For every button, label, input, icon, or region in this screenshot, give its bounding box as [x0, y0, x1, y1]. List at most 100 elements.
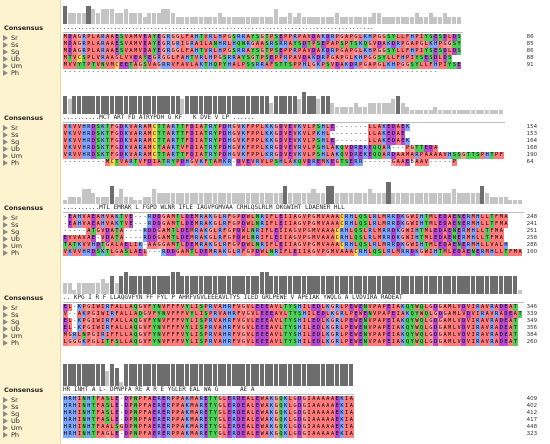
conservation-bar [142, 276, 147, 294]
sequence-label-ub[interactable]: Ub [3, 145, 20, 153]
sequence-label-ph[interactable]: Ph [3, 69, 19, 77]
expand-triangle-icon[interactable] [3, 63, 8, 69]
sequence-label-um[interactable]: Um [3, 332, 22, 340]
conservation-bar [297, 364, 302, 386]
expand-triangle-icon[interactable] [3, 333, 8, 339]
sequence-label-sg[interactable]: Sg [3, 410, 19, 418]
conservation-bar [109, 9, 114, 24]
sequence-label-ss[interactable]: Ss [3, 131, 19, 139]
sequence-name: Ss [11, 311, 19, 319]
conservation-bar [306, 276, 311, 294]
sequence-label-um[interactable]: Um [3, 152, 22, 160]
expand-triangle-icon[interactable] [3, 418, 8, 424]
expand-triangle-icon[interactable] [3, 432, 8, 438]
expand-triangle-icon[interactable] [3, 42, 8, 48]
sequence-name: Sr [11, 34, 18, 42]
sequence-label-ph[interactable]: Ph [3, 431, 19, 439]
conservation-bar [264, 272, 269, 294]
expand-triangle-icon[interactable] [3, 222, 8, 228]
conservation-bar [119, 13, 124, 24]
conservation-bar [334, 364, 339, 386]
sequence-label-ss[interactable]: Ss [3, 403, 19, 411]
conservation-bar [381, 103, 386, 114]
conservation-bar [297, 99, 302, 114]
conservation-bar [353, 193, 358, 204]
expand-triangle-icon[interactable] [3, 229, 8, 235]
sequence-label-ub[interactable]: Ub [3, 325, 20, 333]
sequence-name: Ub [11, 55, 20, 63]
conservation-histogram [63, 364, 354, 386]
sequence-label-sr[interactable]: Sr [3, 304, 18, 312]
expand-triangle-icon[interactable] [3, 160, 8, 166]
expand-triangle-icon[interactable] [3, 215, 8, 221]
conservation-bar [95, 364, 100, 386]
expand-triangle-icon[interactable] [3, 70, 8, 76]
sequence-label-sg[interactable]: Sg [3, 48, 19, 56]
sequence-label-ss[interactable]: Ss [3, 41, 19, 49]
sequence-label-sr[interactable]: Sr [3, 396, 18, 404]
conservation-bar [156, 193, 161, 204]
expand-triangle-icon[interactable] [3, 411, 8, 417]
conservation-bar [283, 17, 288, 24]
sequence-label-ub[interactable]: Ub [3, 55, 20, 63]
conservation-bar [470, 110, 475, 114]
consensus-sequence: HR INHT A L- DPNPFA RE A R E YGLER EAL W… [63, 386, 255, 393]
expand-triangle-icon[interactable] [3, 146, 8, 152]
expand-triangle-icon[interactable] [3, 236, 8, 242]
conservation-bar [339, 107, 344, 114]
expand-triangle-icon[interactable] [3, 305, 8, 311]
conservation-bar [367, 17, 372, 24]
conservation-bar [133, 96, 138, 114]
sequence-label-um[interactable]: Um [3, 424, 22, 432]
sequence-label-sr[interactable]: Sr [3, 124, 18, 132]
sequence-label-um[interactable]: Um [3, 242, 22, 250]
sequence-label-ph[interactable]: Ph [3, 339, 19, 347]
expand-triangle-icon[interactable] [3, 312, 8, 318]
sequence-name: Ph [11, 159, 20, 167]
conservation-bar [123, 272, 129, 294]
sequence-label-ph[interactable]: Ph [3, 249, 19, 257]
sequence-label-sg[interactable]: Sg [3, 318, 19, 326]
expand-triangle-icon[interactable] [3, 425, 8, 431]
sequence-end-position: 323 [526, 431, 538, 437]
sequence-label-um[interactable]: Um [3, 62, 22, 70]
sequence-label-sr[interactable]: Sr [3, 214, 18, 222]
conservation-bar [95, 96, 100, 114]
expand-triangle-icon[interactable] [3, 326, 8, 332]
sequence-label-ss[interactable]: Ss [3, 311, 19, 319]
conservation-bar [67, 197, 72, 204]
sequence-label-ub[interactable]: Ub [3, 417, 20, 425]
conservation-bar [180, 364, 185, 386]
expand-triangle-icon[interactable] [3, 132, 8, 138]
expand-triangle-icon[interactable] [3, 340, 8, 346]
expand-triangle-icon[interactable] [3, 139, 8, 145]
expand-triangle-icon[interactable] [3, 243, 8, 249]
conservation-bar [203, 17, 208, 24]
sequence-label-ub[interactable]: Ub [3, 235, 20, 243]
sequence-label-ph[interactable]: Ph [3, 159, 19, 167]
sequence-label-sr[interactable]: Sr [3, 34, 18, 42]
expand-triangle-icon[interactable] [3, 35, 8, 41]
expand-triangle-icon[interactable] [3, 250, 8, 256]
conservation-bar [494, 197, 499, 204]
expand-triangle-icon[interactable] [3, 404, 8, 410]
expand-triangle-icon[interactable] [3, 49, 8, 55]
conservation-bar [227, 17, 232, 24]
conservation-bar [133, 200, 138, 204]
expand-triangle-icon[interactable] [3, 56, 8, 62]
conservation-bar [442, 276, 447, 294]
expand-triangle-icon[interactable] [3, 125, 8, 131]
sequence-label-ss[interactable]: Ss [3, 221, 19, 229]
expand-triangle-icon[interactable] [3, 319, 8, 325]
conservation-bar [325, 17, 330, 24]
expand-triangle-icon[interactable] [3, 153, 8, 159]
sequence-label-sg[interactable]: Sg [3, 228, 19, 236]
expand-triangle-icon[interactable] [3, 397, 8, 403]
conservation-bar [236, 364, 241, 386]
sequence-label-sg[interactable]: Sg [3, 138, 19, 146]
